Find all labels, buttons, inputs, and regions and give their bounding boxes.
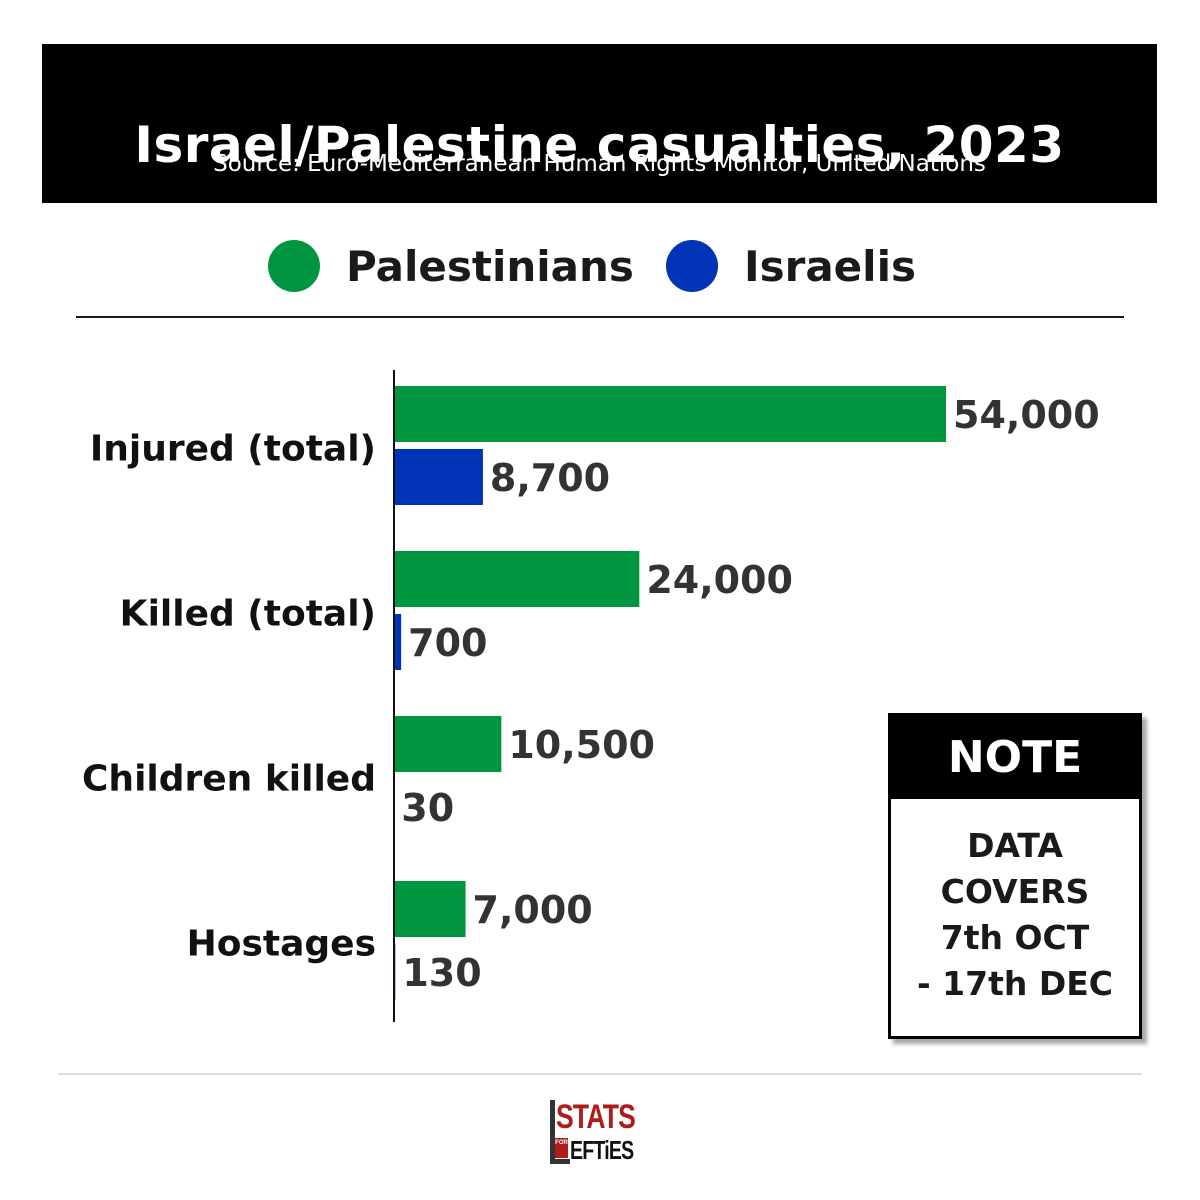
- chart-source: Source: Euro-Mediterranean Human Rights …: [213, 151, 986, 177]
- legend-label: Israelis: [744, 241, 916, 291]
- header-banner: Israel/Palestine casualties, 2023 Source…: [42, 44, 1157, 203]
- data-label: 30: [401, 786, 454, 830]
- legend-swatch-green: [268, 240, 320, 292]
- legend-item-palestinians: Palestinians: [268, 236, 634, 296]
- category-label: Killed (total): [120, 594, 376, 635]
- legend: Palestinians Israelis: [0, 236, 1200, 296]
- bar-palestinians: [394, 551, 640, 607]
- bar-palestinians: [394, 881, 466, 937]
- legend-label: Palestinians: [346, 241, 634, 291]
- bar-israelis: [394, 449, 483, 505]
- bar-israelis: [394, 614, 402, 670]
- data-label: 7,000: [473, 888, 593, 932]
- logo-l-foot: [550, 1159, 570, 1164]
- logo-lefties-text: EFTiES: [570, 1135, 634, 1165]
- legend-item-israelis: Israelis: [666, 236, 916, 296]
- chart-title: Israel/Palestine casualties, 2023: [134, 116, 1065, 174]
- divider-bottom: [58, 1073, 1142, 1075]
- stats-for-lefties-logo: STATS FOR EFTiES: [550, 1098, 654, 1170]
- data-label: 700: [408, 621, 487, 665]
- category-label: Injured (total): [90, 429, 376, 470]
- data-label: 10,500: [508, 723, 655, 767]
- data-label: 130: [402, 951, 481, 995]
- note-heading: NOTE: [891, 716, 1139, 799]
- legend-swatch-blue: [666, 240, 718, 292]
- divider-top: [76, 316, 1124, 318]
- logo-for-text: FOR: [555, 1138, 568, 1158]
- bar-palestinians: [394, 386, 946, 442]
- logo-l-stem: [550, 1100, 555, 1164]
- data-label: 24,000: [646, 558, 793, 602]
- category-label: Children killed: [82, 759, 376, 800]
- category-label: Hostages: [187, 924, 376, 965]
- bar-palestinians: [394, 716, 502, 772]
- logo-stats-text: STATS: [556, 1098, 636, 1136]
- note-text: DATA COVERS 7th OCT - 17th DEC: [916, 826, 1114, 1003]
- note-box: NOTE DATA COVERS 7th OCT - 17th DEC: [888, 713, 1142, 1039]
- data-label: 8,700: [490, 456, 610, 500]
- data-label: 54,000: [953, 393, 1100, 437]
